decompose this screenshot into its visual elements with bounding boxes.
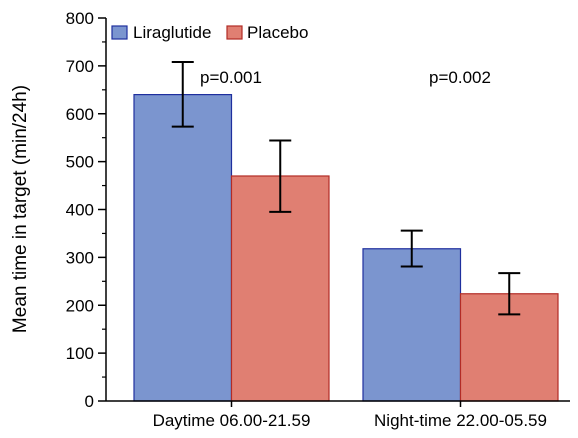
- p-value-annotation-0: p=0.001: [200, 68, 262, 87]
- y-tick-label-0: 0: [85, 392, 94, 411]
- legend-label-placebo: Placebo: [247, 23, 308, 42]
- legend-label-liraglutide: Liraglutide: [133, 23, 211, 42]
- y-tick-label-4: 400: [66, 201, 94, 220]
- y-tick-label-2: 200: [66, 296, 94, 315]
- legend: Liraglutide Placebo: [111, 23, 308, 42]
- y-tick-label-1: 100: [66, 344, 94, 363]
- axes-layer: Daytime 06.00-21.59 Night-time 22.00-05.5…: [66, 9, 570, 430]
- x-tick-label-0: Daytime 06.00-21.59: [153, 411, 311, 430]
- legend-swatch-placebo: [226, 25, 243, 40]
- y-axis-title: Mean time in target (min/24h): [10, 85, 31, 333]
- y-tick-label-7: 700: [66, 57, 94, 76]
- error-bars-layer: [171, 61, 521, 316]
- legend-swatch-liraglutide: [111, 25, 128, 40]
- bars-layer: [133, 93, 559, 402]
- annotations-layer: p=0.001 p=0.002: [200, 68, 491, 87]
- y-tick-label-8: 800: [66, 9, 94, 28]
- x-tick-label-1: Night-time 22.00-05.59: [374, 411, 547, 430]
- y-tick-label-3: 300: [66, 248, 94, 267]
- y-tick-label-6: 600: [66, 105, 94, 124]
- y-tick-label-5: 500: [66, 153, 94, 172]
- bar-placebo-0: [230, 175, 330, 402]
- bar-liraglutide-0: [133, 93, 233, 402]
- bar-liraglutide-1: [362, 248, 462, 402]
- p-value-annotation-1: p=0.002: [429, 68, 491, 87]
